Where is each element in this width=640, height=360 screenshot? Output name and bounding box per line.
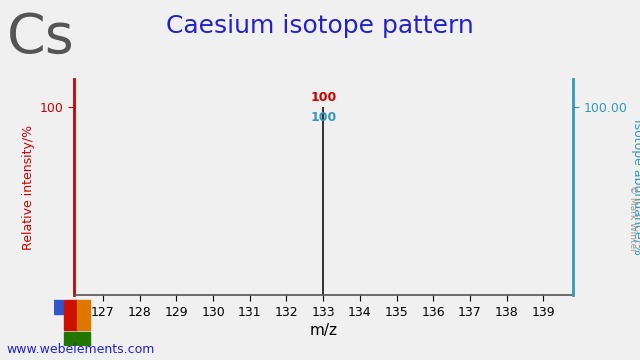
Bar (64, 332, 90, 346)
Text: www.webelements.com: www.webelements.com (6, 343, 155, 356)
Text: 100: 100 (310, 91, 337, 104)
Text: Cs: Cs (6, 11, 74, 65)
Text: Caesium isotope pattern: Caesium isotope pattern (166, 14, 474, 39)
Y-axis label: Isotope abundance/%: Isotope abundance/% (631, 119, 640, 255)
Bar (77, 300, 90, 330)
Text: © Mark Winter: © Mark Winter (628, 185, 637, 252)
Text: 100: 100 (310, 111, 337, 124)
X-axis label: m/z: m/z (309, 323, 337, 338)
Bar (54, 300, 63, 314)
Bar (64, 300, 77, 330)
Y-axis label: Relative intensity/%: Relative intensity/% (22, 125, 35, 250)
